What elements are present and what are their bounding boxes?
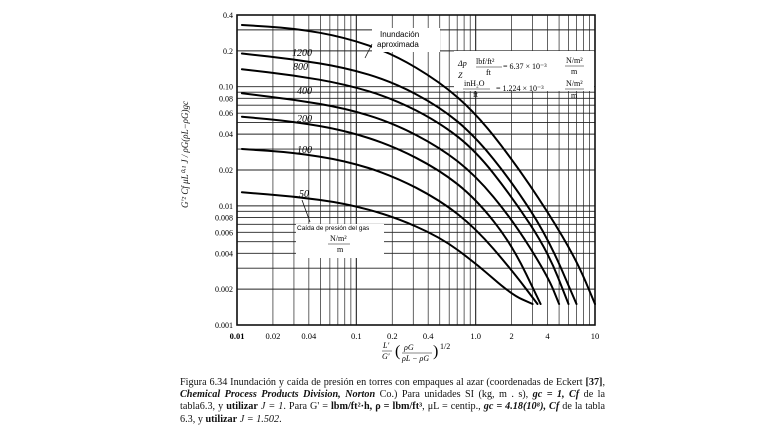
flooding-label-2: aproximada [377, 40, 419, 49]
x-tick-label: 4 [545, 331, 550, 341]
y-tick-label: 0.2 [223, 47, 233, 56]
y-tick-label: 0.08 [219, 94, 233, 103]
curve-800 [240, 68, 570, 305]
conversion-box [454, 51, 594, 91]
svg-text:G': G' [382, 352, 390, 361]
x-tick-label: 0.04 [301, 331, 317, 341]
pressure-drop-arrow [301, 199, 311, 223]
y-tick-label: 0.04 [219, 130, 233, 139]
caption-text: . Para G' = [283, 401, 331, 413]
y-tick-label: 0.01 [219, 202, 233, 211]
curve-inundación-aproximada [240, 24, 596, 305]
curves [240, 24, 596, 305]
caption-text: de la tabla 6.3, y [180, 401, 605, 425]
y-axis-label: G'² Cf μL⁰·¹ J / ρG(ρL−ρG)gc [180, 101, 190, 208]
curve-50 [240, 191, 534, 305]
curve-100 [240, 148, 539, 305]
flooding-label: Inundación [380, 30, 419, 39]
pressure-drop-unit-num: N/m² [330, 234, 347, 243]
x-axis-ticks: 0.01 0.02 0.04 0.1 0.2 0.4 1.0 2 4 10 [230, 331, 600, 341]
ft1: ft [486, 68, 492, 77]
x-tick-label: 0.4 [423, 331, 434, 341]
j-english: J = 1.502 [237, 413, 280, 425]
x-tick-label: 2 [509, 331, 513, 341]
svg-text:L': L' [382, 341, 389, 350]
ft2: ft [473, 90, 479, 99]
curve-label-800: 800 [293, 62, 308, 73]
caption-text: . [279, 413, 282, 425]
unit2-num: N/m² [566, 79, 583, 88]
company-name: Chemical Process Products Division, Nort… [180, 389, 376, 401]
y-tick-label: 0.02 [219, 166, 233, 175]
figure-number: Figura 6.34 [180, 377, 228, 388]
x-axis-label: L' G' ( ρG ρL − ρG ) 1/2 [382, 341, 450, 363]
x-tick-label: 10 [591, 331, 600, 341]
gc-english: gc = 4.18(10⁸), Cf [483, 401, 560, 413]
x-tick-label: 0.1 [351, 331, 362, 341]
flooding-arrow [364, 43, 373, 59]
curve-label-50: 50 [299, 189, 309, 200]
delta-p: Δp [457, 59, 467, 68]
y-tick-label: 0.004 [215, 249, 233, 258]
caption-text: Co.) Para unidades SI (kg, m . s), [375, 389, 533, 401]
x-tick-label: 0.01 [230, 331, 245, 341]
unit1-num: N/m² [566, 56, 583, 65]
curve-1200 [240, 52, 578, 305]
curve-200 [240, 115, 542, 305]
curve-label-200: 200 [297, 114, 312, 125]
j-si: J = 1 [257, 401, 284, 413]
y-tick-label: 0.008 [215, 213, 233, 222]
caption-text: Inundación y caída de presión en torres … [227, 377, 586, 388]
y-axis-ticks: 0.001 0.002 0.004 0.006 0.008 0.01 0.02 0.04 0.0… [215, 11, 233, 330]
utilizar: utilizar [205, 413, 238, 425]
x-tick-label: 1.0 [470, 331, 481, 341]
inh2o: inH₂O [464, 79, 485, 88]
caption-text: , μL = centip., [422, 401, 484, 413]
unit1-den: m [571, 67, 578, 76]
z-label: Z [458, 71, 463, 80]
curve-label-100: 100 [297, 145, 312, 156]
flooding-label-bg [372, 28, 440, 52]
y-tick-label: 0.4 [223, 11, 233, 20]
caption-text: de la tabla6.3, y [180, 389, 606, 413]
y-tick-label: 0.06 [219, 109, 233, 118]
factor1: = 6.37 × 10⁻³ [503, 62, 547, 71]
utilizar: utilizar [226, 401, 258, 413]
unit2-den: m [571, 91, 578, 100]
svg-text:ρG: ρG [403, 343, 414, 352]
figure-caption: Figura 6.34 Inundación y caída de presió… [180, 377, 605, 426]
curve-labels: 1200 800 400 200 100 50 [292, 48, 312, 200]
curve-400 [240, 92, 561, 305]
reference: [37] [585, 377, 603, 388]
gc-si: gc = 1, Cf [532, 389, 580, 401]
x-tick-label: 0.02 [265, 331, 280, 341]
caption-text: , [602, 377, 605, 388]
svg-text:1/2: 1/2 [440, 342, 450, 351]
y-tick-label: 0.002 [215, 285, 233, 294]
pressure-drop-unit-den: m [337, 245, 344, 254]
factor2: = 1.224 × 10⁻³ [496, 84, 544, 93]
y-tick-label: 0.006 [215, 228, 233, 237]
english-units: lbm/ft²·h, ρ = lbm/ft³ [330, 401, 423, 413]
x-tick-label: 0.2 [387, 331, 398, 341]
lbf-ft2: lbf/ft² [476, 57, 495, 66]
curve-label-1200: 1200 [292, 48, 312, 59]
y-tick-label: 0.10 [219, 83, 233, 92]
curve-label-400: 400 [297, 86, 312, 97]
conversion-text: Δp Z lbf/ft² ft = 6.37 × 10⁻³ N/m² m inH… [457, 56, 584, 100]
svg-text:(: ( [395, 343, 400, 360]
svg-text:): ) [433, 343, 438, 360]
plot-frame [236, 14, 596, 326]
pressure-drop-label-bg [296, 224, 384, 258]
svg-text:ρL − ρG: ρL − ρG [401, 354, 429, 363]
pressure-drop-label: Caída de presión del gas [297, 225, 370, 232]
y-tick-label: 0.001 [215, 321, 233, 330]
